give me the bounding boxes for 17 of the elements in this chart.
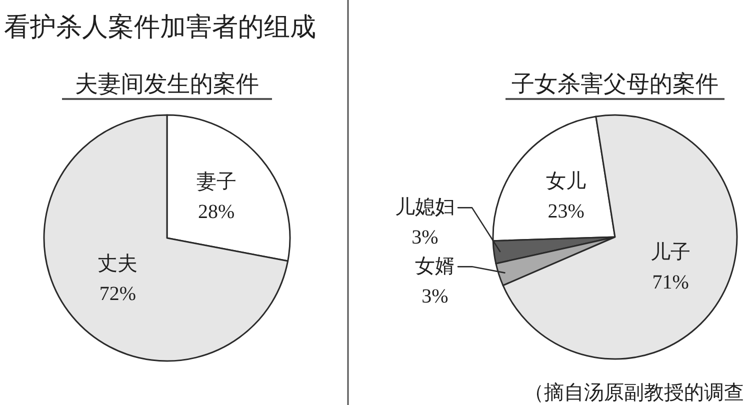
slice-label: 妻子 bbox=[196, 171, 236, 194]
slice-label: 儿子 bbox=[650, 242, 691, 264]
chart-title: 子女杀害父母的案件 bbox=[512, 72, 718, 96]
data-label: 72% bbox=[99, 282, 136, 305]
data-label: 28% bbox=[198, 201, 235, 224]
text: （摘自汤原副教授的调查 bbox=[524, 382, 744, 404]
data-label: 3% bbox=[422, 286, 448, 308]
chart-subtitle: 夫妻间发生的案件 bbox=[75, 72, 259, 96]
data-label: 23% bbox=[548, 200, 584, 223]
chart-title: 看护杀人案件加害者的组成 bbox=[4, 12, 316, 42]
slice-label: 丈夫 bbox=[98, 252, 138, 275]
data-label: 3% bbox=[412, 226, 438, 249]
slice-label: 女婿 bbox=[415, 256, 455, 278]
slice-label: 女儿 bbox=[546, 170, 586, 193]
slice-label: 儿媳妇 bbox=[395, 196, 455, 219]
pie-slice bbox=[43, 114, 289, 362]
data-label: 71% bbox=[652, 272, 689, 294]
